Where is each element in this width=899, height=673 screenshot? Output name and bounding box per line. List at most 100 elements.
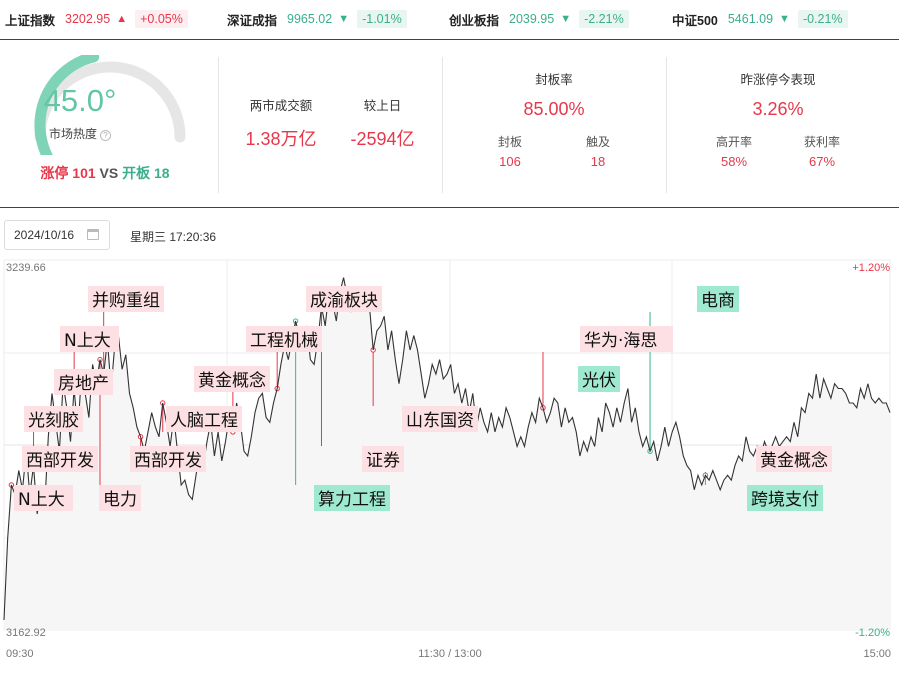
index-bar: 上证指数 3202.95 ▲ +0.05% 深证成指 9965.02 ▼ -1.… [0,0,899,40]
annotation-box [54,369,113,395]
heat-value: 45.0° [43,83,117,118]
annotation-box [362,446,404,472]
annotation-tag[interactable]: 山东国资 [402,406,478,432]
annotation-box [24,406,83,432]
high-open-value: 58% [720,154,748,169]
annotation-label: 黄金概念 [198,370,266,391]
index-name: 深证成指 [227,13,278,28]
price-line [3,277,891,621]
annotation-tag[interactable]: 电力 [99,485,141,511]
annotation-tag[interactable]: 华为·海思 [580,326,673,352]
annotation-tag[interactable]: 西部开发 [22,446,98,472]
annotation-box [756,446,832,472]
annotation-box [697,286,739,312]
annotation-label: 光伏 [582,371,616,391]
index-cyb[interactable]: 创业板指 2039.95 ▼ -2.21% [449,8,629,30]
annotation-tag[interactable]: 黄金概念 [756,446,832,472]
annotation-tag[interactable]: 工程机械 [246,326,322,352]
heat-label: 市场热度 [48,127,97,141]
annotation-tag[interactable]: 证券 [362,446,404,472]
annotation-box [14,485,73,511]
sealed-label: 封板 [497,135,522,149]
index-value: 5461.09 [727,12,774,26]
annotation-tag[interactable]: 光伏 [578,366,620,392]
annotation-label: N上大 [64,331,111,351]
sealed-count: 106 [499,154,521,169]
gauge-fill [34,55,100,155]
annotation-tag[interactable]: 光刻胶 [24,406,83,432]
compare-value: -2594亿 [350,129,415,149]
annotation-label: 人脑工程 [170,411,238,431]
date-value: 2024/10/16 [14,228,75,242]
annotation-tag[interactable]: 西部开发 [130,446,206,472]
annotation-tags: N上大西部开发光刻胶房地产N上大并购重组电力西部开发人脑工程黄金概念工程机械算力… [14,286,832,511]
index-zz500[interactable]: 中证500 5461.09 ▼ -0.21% [672,8,848,30]
annotation-tag[interactable]: N上大 [14,485,73,511]
weekday-time: 星期三 17:20:36 [130,230,217,244]
y-right-max: +1.20% [852,262,890,274]
index-change: -0.21% [797,10,848,28]
annotation-tag[interactable]: 房地产 [54,369,113,395]
vs-text: VS [99,165,119,181]
limit-up-label: 涨停 [40,165,69,181]
annotation-box [314,485,390,511]
limit-up-count: 101 [72,165,96,181]
yesterday-label: 昨涨停今表现 [740,73,816,87]
y-left-min: 3162.92 [6,627,46,639]
annotation-box [99,485,141,511]
index-name: 上证指数 [5,13,56,28]
annotation-label: 证券 [366,451,400,471]
annotation-label: 西部开发 [134,451,202,471]
annotation-tag[interactable]: N上大 [60,326,119,352]
y-left-max: 3239.66 [6,262,46,274]
arrow-up-icon: ▲ [116,13,128,25]
annotation-tag[interactable]: 算力工程 [314,485,390,511]
profit-label: 获利率 [803,135,840,149]
annotation-label: 并购重组 [92,291,160,311]
annotation-box [306,286,382,312]
touched-count: 18 [590,154,606,169]
annotation-box [246,326,322,352]
help-icon[interactable]: ? [100,130,111,141]
annotation-label: 跨境支付 [751,490,819,510]
index-value: 9965.02 [287,12,333,26]
x-label-mid: 11:30 / 13:00 [418,648,481,660]
heat-label-wrap: 市场热度? [20,125,140,142]
index-sz[interactable]: 深证成指 9965.02 ▼ -1.01% [227,8,407,30]
price-area [4,277,890,630]
annotation-label: 算力工程 [318,490,386,510]
annotation-tag[interactable]: 并购重组 [88,286,164,312]
x-label-close: 15:00 [863,648,891,660]
annotation-label: 成渝板块 [310,291,378,311]
calendar-icon[interactable] [87,229,99,240]
annotation-tag[interactable]: 成渝板块 [306,286,382,312]
index-sh[interactable]: 上证指数 3202.95 ▲ +0.05% [5,8,188,30]
annotation-label: 房地产 [58,374,109,394]
index-value: 2039.95 [509,12,555,26]
annotation-label: 黄金概念 [760,450,828,471]
seal-rate-label: 封板率 [535,73,573,87]
arrow-down-icon: ▼ [338,13,350,25]
touched-label: 触及 [585,135,610,149]
annotation-label: 山东国资 [406,411,474,431]
annotation-box [747,485,823,511]
index-change: -1.01% [357,10,407,28]
divider [218,57,219,193]
y-right-min: -1.20% [855,627,890,639]
heat-gauge [34,55,186,155]
seal-rate-value: 85.00% [523,99,585,119]
annotation-box [578,366,620,392]
annotation-box [194,366,270,392]
annotation-tag[interactable]: 黄金概念 [194,366,270,392]
date-picker[interactable]: 2024/10/16 [4,220,110,250]
divider [442,57,443,193]
annotation-tag[interactable]: 人脑工程 [166,406,242,432]
broken-count: 18 [154,165,170,181]
annotation-box [88,286,164,312]
stats-panel: 45.0° 市场热度? 涨停 101 VS 开板 18 两市成交额 1.38万亿… [0,41,899,208]
annotation-tag[interactable]: 电商 [697,286,739,312]
x-label-open: 09:30 [6,648,34,660]
annotation-tag[interactable]: 跨境支付 [747,485,823,511]
annotation-box [166,406,242,432]
